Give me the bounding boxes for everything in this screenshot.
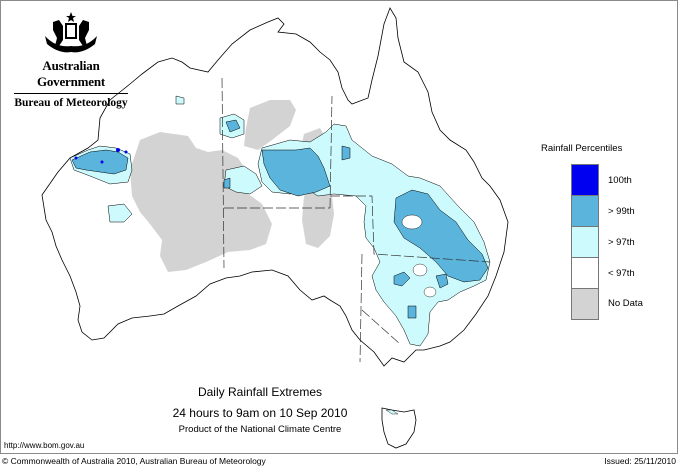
logo-divider (14, 93, 128, 94)
legend-swatch-99th (571, 196, 599, 227)
legend-label-97th: > 97th (608, 237, 635, 248)
legend-label-below-97th: < 97th (608, 268, 635, 279)
legend-title: Rainfall Percentiles (541, 143, 623, 154)
issued-date: Issued: 25/11/2010 (604, 456, 676, 466)
agency-name: Bureau of Meteorology (14, 97, 128, 109)
legend-swatch-100th (571, 164, 599, 196)
legend (571, 164, 599, 320)
government-name: Australian Government (36, 58, 106, 89)
map-period: 24 hours to 9am on 10 Sep 2010 (172, 406, 348, 420)
p100-points (74, 148, 128, 164)
map-title: Daily Rainfall Extremes (197, 385, 323, 399)
legend-label-100th: 100th (608, 175, 632, 186)
no-data-regions (130, 100, 334, 272)
bom-logo: Australian Government Bureau of Meteorol… (10, 10, 132, 109)
legend-swatch-below-97th (571, 258, 599, 289)
p99-regions (71, 119, 489, 319)
website-url: http://www.bom.gov.au (4, 441, 85, 450)
copyright: © Commonwealth of Australia 2010, Austra… (2, 456, 266, 466)
legend-label-99th: > 99th (608, 206, 635, 217)
coat-of-arms-icon (45, 12, 97, 53)
legend-swatch-no-data (571, 289, 599, 320)
legend-label-no-data: No Data (608, 298, 643, 309)
tasmania (381, 407, 417, 449)
map-product: Product of the National Climate Centre (178, 424, 342, 435)
state-borders (221, 77, 491, 363)
legend-swatch-97th (571, 227, 599, 258)
